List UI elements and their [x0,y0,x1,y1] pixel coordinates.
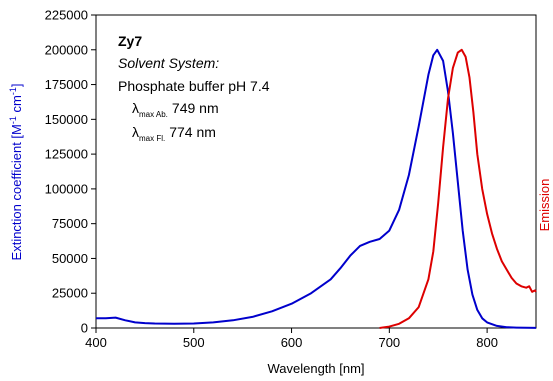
lambda-emission: λmax Fl. 774 nm [132,124,216,143]
emission-series-line [379,48,537,329]
lambda-ab-symbol: λ [132,100,139,116]
lambda-fl-symbol: λ [132,124,139,140]
series-group [96,48,537,329]
lambda-ab-value: 749 nm [172,100,219,116]
right-axis-title: Emission [537,179,552,232]
x-tick-label: 500 [183,335,205,350]
y-axis-title-mid: cm [9,95,24,116]
x-tick-label: 800 [476,335,498,350]
lambda-ab-subscript: max Ab. [139,110,168,119]
y-tick-label: 100000 [45,181,88,196]
y-axis-ticks: 0 25000 50000 75000 100000 125000 150000 175000… [45,8,96,336]
lambda-absorption: λmax Ab. 749 nm [132,100,219,119]
y-tick-label: 175000 [45,77,88,92]
y-tick-label: 225000 [45,8,88,23]
y-axis-title-prefix: Extinction coefficient [M [9,124,24,260]
x-tick-label: 700 [378,335,400,350]
y-tick-label: 75000 [52,216,88,231]
y-tick-label: 200000 [45,42,88,57]
compound-name: Zy7 [118,33,142,49]
x-axis-ticks: 400 500 600 700 800 [85,328,498,350]
lambda-fl-subscript: max Fl. [139,134,165,143]
y-axis-title-sup2: -1 [8,87,18,95]
y-tick-label: 25000 [52,286,88,301]
lambda-fl-value: 774 nm [169,124,216,140]
y-tick-label: 125000 [45,147,88,162]
annotation-box: Zy7 Solvent System: Phosphate buffer pH … [118,33,270,143]
y-axis-title-suffix: ] [9,84,24,88]
y-tick-label: 0 [81,321,88,336]
plot-frame [95,14,537,329]
y-axis-title: Extinction coefficient [M-1 cm-1] [8,84,24,261]
y-axis-title-sup1: -1 [8,116,18,124]
x-tick-label: 400 [85,335,107,350]
absorption-series-line [96,48,537,329]
solvent-value: Phosphate buffer pH 7.4 [118,78,270,94]
x-tick-label: 600 [281,335,303,350]
solvent-label: Solvent System: [118,55,219,71]
y-tick-label: 50000 [52,251,88,266]
y-tick-label: 150000 [45,112,88,127]
x-axis-title: Wavelength [nm] [267,361,364,376]
